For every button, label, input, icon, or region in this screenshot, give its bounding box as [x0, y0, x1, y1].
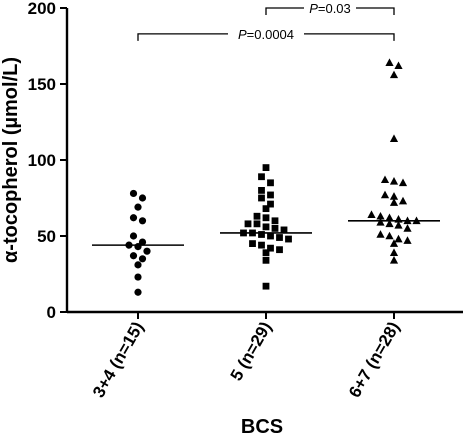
data-point-triangle	[389, 248, 399, 257]
data-point-square	[285, 235, 292, 243]
data-point-square	[276, 234, 283, 241]
data-point-circle	[134, 203, 142, 211]
data-point-square	[267, 191, 274, 199]
x-tick-label: 5 (n=29)	[227, 319, 276, 385]
data-point-triangle	[385, 213, 394, 222]
data-point-circle	[129, 189, 138, 198]
data-point-square	[262, 164, 270, 171]
data-point-triangle	[389, 239, 399, 247]
data-point-square	[271, 225, 279, 232]
data-point-triangle	[389, 198, 399, 206]
data-point-triangle	[376, 230, 385, 238]
p-value-text: =0.0004	[247, 27, 294, 42]
p-value-text: =0.03	[318, 1, 351, 16]
data-point-triangle	[376, 211, 385, 220]
data-point-square	[258, 187, 265, 194]
y-axis-title: α-tocopherol (µmol/L)	[0, 57, 22, 263]
data-point-triangle	[403, 224, 412, 232]
data-point-circle	[143, 247, 151, 255]
y-tick-label: 0	[47, 303, 56, 322]
data-point-circle	[138, 194, 147, 202]
data-point-circle	[134, 273, 142, 281]
data-point-square	[258, 194, 265, 202]
axes	[65, 8, 463, 314]
data-point-square	[267, 200, 274, 208]
data-point-triangle	[389, 192, 399, 200]
y-tick-label: 100	[28, 151, 56, 170]
data-point-triangle	[380, 175, 390, 184]
data-point-square	[258, 173, 265, 181]
data-point-square	[258, 231, 265, 238]
bracket-label-gap	[228, 30, 304, 37]
data-point-square	[253, 212, 261, 220]
data-point-triangle	[389, 70, 399, 79]
data-point-square	[249, 240, 256, 247]
x-tick-label: 6+7 (n=28)	[345, 319, 404, 401]
data-point-square	[262, 214, 270, 222]
data-point-circle	[138, 238, 147, 246]
median-lines	[92, 220, 440, 246]
data-point-triangle	[398, 196, 408, 205]
data-point-circle	[134, 243, 142, 251]
data-point-square	[267, 232, 274, 240]
data-point-triangle	[367, 210, 376, 219]
data-points	[125, 58, 421, 296]
data-point-triangle	[385, 58, 394, 67]
data-point-triangle	[403, 236, 412, 244]
data-point-circle	[129, 214, 138, 222]
p-value-label: P=0.03	[309, 1, 351, 16]
data-point-triangle	[389, 176, 399, 185]
data-point-circle	[134, 261, 142, 269]
data-point-square	[262, 256, 270, 264]
x-tick-label: 3+4 (n=15)	[89, 319, 148, 401]
p-value-label: P=0.0004	[238, 27, 294, 42]
data-point-square	[253, 220, 261, 228]
data-point-square	[271, 217, 279, 225]
data-point-triangle	[376, 218, 385, 226]
data-point-triangle	[389, 134, 399, 143]
p-value-prefix: P	[309, 1, 318, 16]
data-point-triangle	[385, 231, 394, 240]
data-point-square	[280, 226, 288, 234]
data-point-square	[258, 241, 265, 249]
data-point-triangle	[394, 234, 403, 243]
data-point-triangle	[385, 219, 394, 228]
significance-brackets: P=0.03P=0.0004	[137, 1, 395, 42]
bracket-label-gap	[304, 5, 356, 11]
data-point-square	[262, 223, 270, 231]
data-point-circle	[138, 255, 147, 263]
data-point-triangle	[398, 178, 408, 187]
x-ticks: 3+4 (n=15) 5 (n=29) 6+7 (n=28)	[89, 312, 404, 401]
y-tick-label: 150	[28, 75, 56, 94]
y-tick-label: 50	[37, 227, 56, 246]
x-axis-title: BCS	[241, 416, 283, 438]
data-point-triangle	[389, 256, 399, 264]
data-point-triangle	[394, 221, 403, 229]
data-point-square	[267, 179, 274, 187]
data-point-square	[276, 246, 283, 254]
data-point-square	[244, 220, 252, 228]
p-value-prefix: P	[238, 27, 247, 42]
data-point-circle	[129, 252, 138, 260]
data-point-square	[267, 244, 274, 252]
y-ticks: 0 50 100 150 200	[28, 0, 67, 322]
data-point-triangle	[394, 61, 403, 70]
data-point-square	[262, 249, 270, 257]
data-point-circle	[129, 232, 138, 240]
data-point-circle	[138, 217, 147, 225]
y-tick-label: 200	[28, 0, 56, 18]
data-point-circle	[134, 288, 142, 296]
data-point-triangle	[380, 190, 390, 199]
data-point-square	[262, 282, 270, 290]
data-point-square	[262, 205, 270, 213]
